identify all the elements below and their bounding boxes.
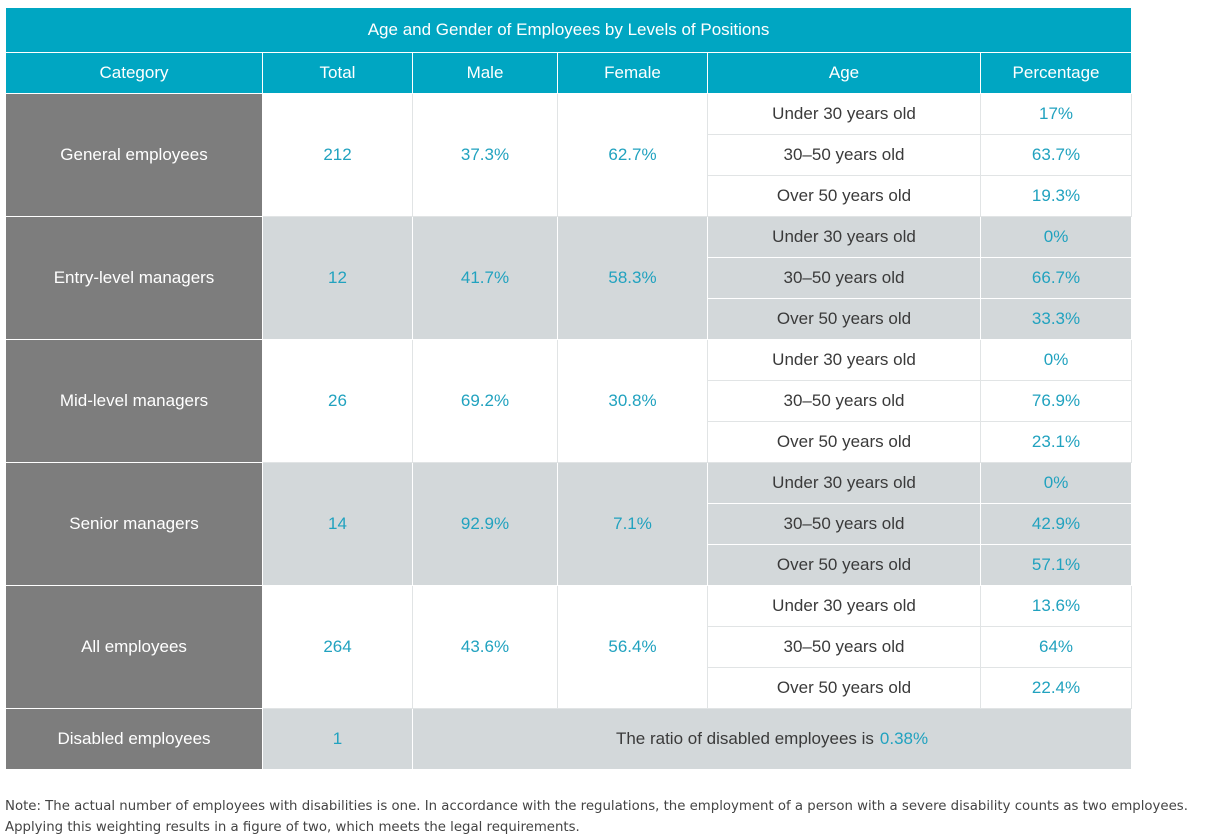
total-cell: 264 [262,585,413,709]
percentage-cell: 23.1% [979,421,1133,463]
table-row: Entry-level managers 12 41.7% 58.3% Under 30… [5,216,1133,340]
percentage-cell: 0% [979,462,1133,504]
table-title: Age and Gender of Employees by Levels of… [4,7,1133,53]
header-percentage: Percentage [979,52,1133,94]
total-cell: 12 [262,216,413,340]
table-row: 30–50 years old 63.7% [6,134,1133,176]
age-cell: 30–50 years old [707,257,981,299]
table-row: Over 50 years old 57.1% [6,544,1133,586]
table-row: 30–50 years old 66.7% [6,257,1133,299]
category-cell: Senior managers [5,462,263,586]
category-cell: General employees [5,93,263,217]
percentage-cell: 63.7% [979,134,1133,176]
age-cell: Under 30 years old [707,339,981,381]
percentage-cell: 42.9% [979,503,1133,545]
percentage-cell: 22.4% [979,667,1133,709]
female-cell: 58.3% [557,216,708,340]
percentage-cell: 17% [979,93,1133,135]
male-cell: 41.7% [412,216,558,340]
header-age: Age [707,52,981,94]
age-cell: Over 50 years old [707,175,981,217]
female-cell: 56.4% [557,585,708,709]
age-cell: Under 30 years old [707,93,981,135]
age-cell: 30–50 years old [707,626,981,668]
footnote: Note: The actual number of employees wit… [5,799,1188,835]
age-cell: Under 30 years old [707,462,981,504]
table-row: 30–50 years old 76.9% [6,380,1133,422]
percentage-cell: 76.9% [979,380,1133,422]
age-cell: Over 50 years old [707,544,981,586]
age-cell: Over 50 years old [707,667,981,709]
disabled-ratio-label: The ratio of disabled employees is [615,729,874,748]
table-row: Over 50 years old 33.3% [6,298,1133,340]
percentage-cell: 0% [979,216,1133,258]
disabled-category-cell: Disabled employees [5,708,263,770]
male-cell: 43.6% [412,585,558,709]
header-category: Category [5,52,263,94]
percentage-cell: 0% [979,339,1133,381]
table-row: Over 50 years old 23.1% [6,421,1133,463]
disabled-ratio-value: 0.38% [879,729,929,748]
age-cell: Under 30 years old [707,216,981,258]
age-cell: 30–50 years old [707,134,981,176]
disabled-total-cell: 1 [262,708,413,770]
male-cell: 92.9% [412,462,558,586]
table-row: 30–50 years old 42.9% [6,503,1133,545]
header-total: Total [262,52,413,94]
header-male: Male [412,52,558,94]
male-cell: 69.2% [412,339,558,463]
table-row: Senior managers 14 92.9% 7.1% Under 30 years… [5,462,1133,586]
table-row: All employees 264 43.6% 56.4% Under 30 years… [5,585,1133,709]
age-cell: Over 50 years old [707,298,981,340]
total-cell: 212 [262,93,413,217]
total-cell: 14 [262,462,413,586]
female-cell: 7.1% [557,462,708,586]
header-female: Female [557,52,708,94]
age-cell: 30–50 years old [707,380,981,422]
percentage-cell: 13.6% [979,585,1133,627]
table-row: Mid-level managers 26 69.2% 30.8% Under 30 y… [5,339,1133,463]
percentage-cell: 19.3% [979,175,1133,217]
disabled-row: Disabled employees 1 The ratio of disabled… [5,708,1133,770]
percentage-cell: 64% [979,626,1133,668]
table-row: Over 50 years old 19.3% [6,175,1133,217]
category-cell: Entry-level managers [5,216,263,340]
percentage-cell: 66.7% [979,257,1133,299]
age-cell: Over 50 years old [707,421,981,463]
female-cell: 62.7% [557,93,708,217]
age-cell: 30–50 years old [707,503,981,545]
table-row: Over 50 years old 22.4% [6,667,1133,709]
female-cell: 30.8% [557,339,708,463]
category-cell: All employees [5,585,263,709]
total-cell: 26 [262,339,413,463]
male-cell: 37.3% [412,93,558,217]
table-row: General employees 212 37.3% 62.7% Under 30 y… [5,93,1133,217]
age-cell: Under 30 years old [707,585,981,627]
disabled-ratio-cell: The ratio of disabled employees is 0.38% [411,708,1133,770]
percentage-cell: 57.1% [979,544,1133,586]
percentage-cell: 33.3% [979,298,1133,340]
employees-table: Age and Gender of Employees by Levels of… [4,7,1133,770]
category-cell: Mid-level managers [5,339,263,463]
